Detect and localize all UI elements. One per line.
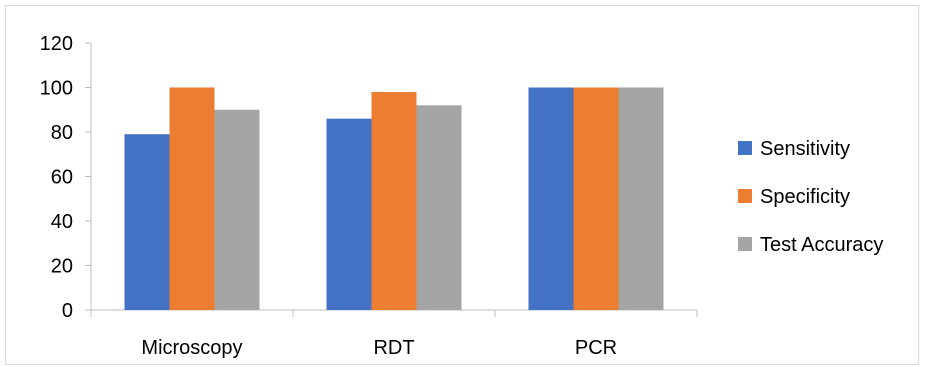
bar-sensitivity bbox=[124, 134, 170, 310]
y-tick-label: 120 bbox=[40, 33, 73, 55]
y-tick-label: 40 bbox=[51, 211, 73, 233]
y-tick-label: 0 bbox=[62, 300, 73, 322]
bar-test-accuracy bbox=[618, 87, 664, 310]
legend-label: Sensitivity bbox=[760, 138, 850, 160]
legend: Sensitivity Specificity Test Accuracy bbox=[738, 138, 883, 256]
bar-specificity bbox=[371, 91, 417, 310]
legend-label: Test Accuracy bbox=[760, 234, 883, 256]
bars bbox=[124, 87, 664, 311]
bar-sensitivity bbox=[528, 87, 574, 310]
y-axis: 0 20 40 60 80 100 120 bbox=[40, 33, 92, 322]
legend-swatch bbox=[738, 237, 752, 251]
legend-label: Specificity bbox=[760, 186, 850, 208]
y-tick-label: 20 bbox=[51, 256, 73, 278]
x-category-label: RDT bbox=[373, 337, 414, 359]
x-category-label: PCR bbox=[575, 337, 617, 359]
x-axis: Microscopy RDT PCR bbox=[90, 309, 698, 359]
bar-sensitivity bbox=[326, 118, 372, 311]
x-category-label: Microscopy bbox=[141, 337, 242, 359]
bar-specificity bbox=[573, 87, 619, 310]
legend-swatch bbox=[738, 189, 752, 203]
y-tick-label: 60 bbox=[51, 167, 73, 189]
y-tick-label: 100 bbox=[40, 78, 73, 100]
bar-test-accuracy bbox=[214, 109, 260, 310]
bar-specificity bbox=[169, 87, 215, 310]
bar-test-accuracy bbox=[416, 105, 462, 310]
legend-swatch bbox=[738, 141, 752, 155]
y-tick-label: 80 bbox=[51, 122, 73, 144]
